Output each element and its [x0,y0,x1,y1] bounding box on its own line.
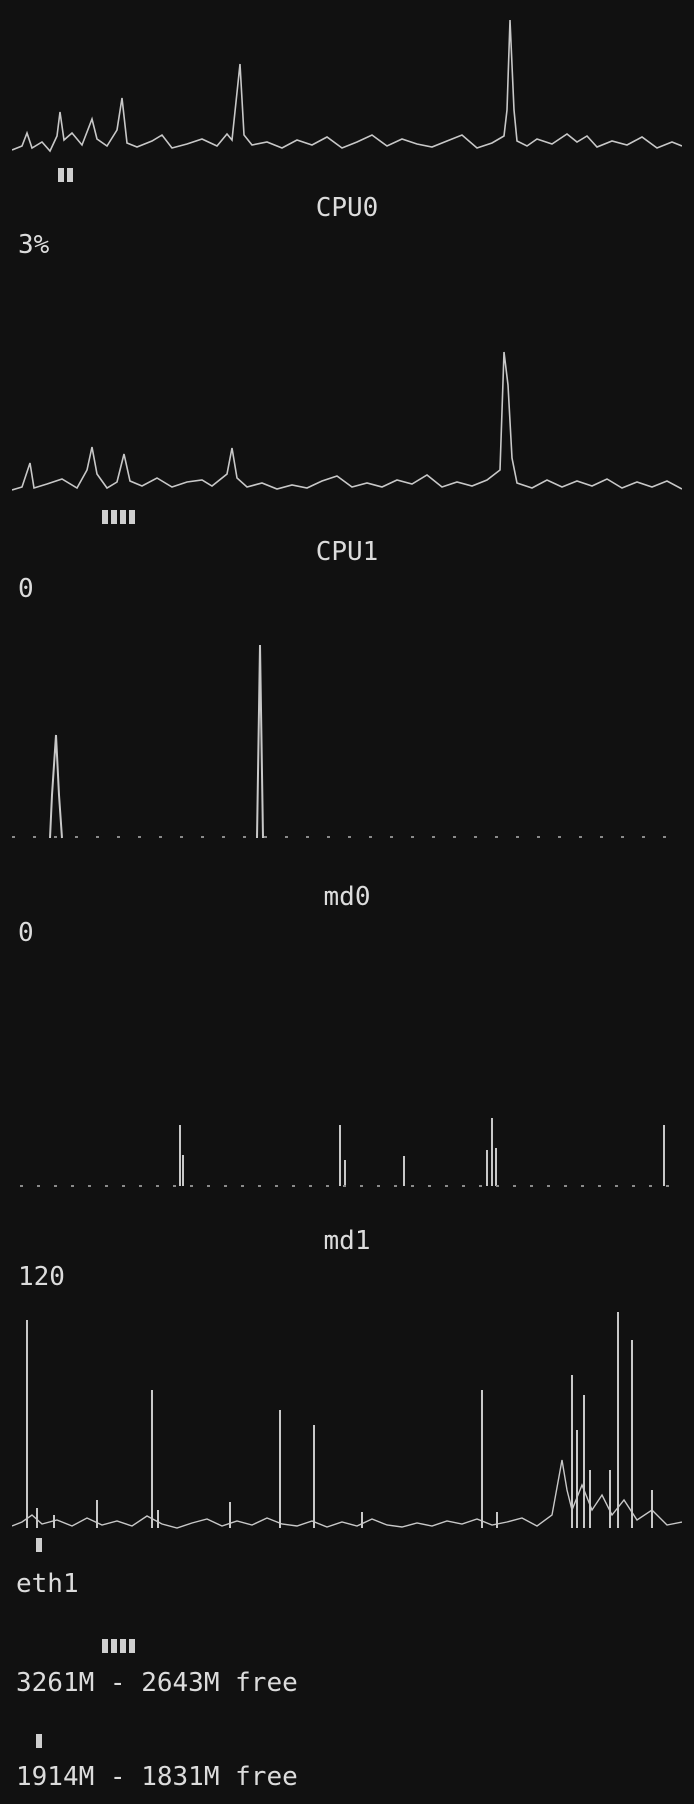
load-meter-memory [102,1639,135,1653]
meter-block [129,1639,135,1653]
load-meter-top [58,168,73,182]
meter-block [36,1734,42,1748]
graph-cpu1-spikes [49,644,264,839]
graph-panel-top [12,15,682,160]
meter-block [36,1538,42,1552]
graph-title-cpu1: CPU1 [315,537,379,567]
meter-block [111,1639,117,1653]
graph-cpu0-trace [12,351,682,491]
graph-title-cpu0: CPU0 [315,193,379,223]
graph-top-trace [12,19,682,153]
meter-block [129,510,135,524]
load-meter-swap [36,1734,42,1748]
graph-value-cpu1: 0 [18,574,34,604]
meter-block [111,510,117,524]
graph-value-md1: 120 [18,1262,65,1292]
graph-md1-trace [12,1459,682,1529]
meter-block [120,510,126,524]
load-meter-eth1 [36,1538,42,1552]
meter-block [58,168,64,182]
graph-cpu0-svg [12,351,682,491]
graph-md0-spikes [179,1118,665,1186]
graph-value-md0: 0 [18,918,34,948]
graph-panel-cpu0 [12,330,682,500]
meter-block [102,1639,108,1653]
graph-top-svg [12,19,682,153]
graph-panel-cpu1 [12,640,682,840]
graph-value-cpu0: 3% [18,230,50,260]
load-meter-cpu0 [102,510,135,524]
graph-md1-svg [12,1312,682,1529]
graph-md1-spikes [26,1312,653,1528]
graph-md0-svg [20,1118,682,1187]
graph-panel-md1 [12,1310,682,1530]
network-label: eth1 [16,1569,79,1599]
graph-title-md1: md1 [323,1226,371,1256]
graph-panel-md0 [12,1100,682,1188]
graph-cpu1-svg [12,644,682,839]
memory-label: 3261M - 2643M free [16,1668,298,1698]
meter-block [120,1639,126,1653]
swap-label: 1914M - 1831M free [16,1762,298,1792]
meter-block [67,168,73,182]
graph-title-md0: md0 [323,882,371,912]
meter-block [102,510,108,524]
